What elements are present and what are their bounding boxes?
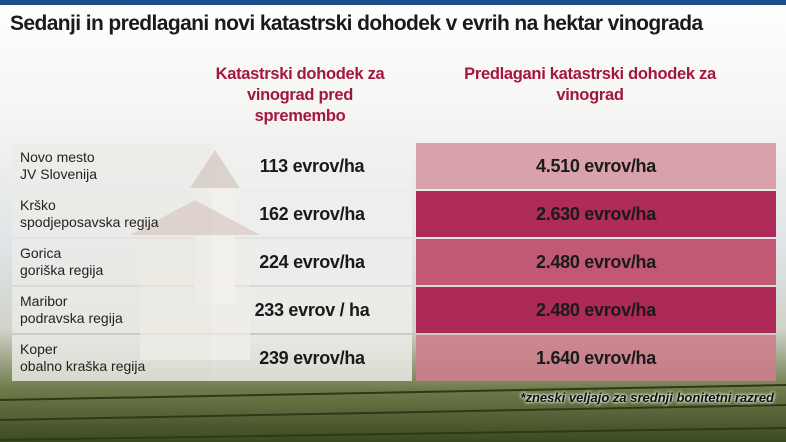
proposed-value: 2.480 evrov/ha	[416, 239, 776, 285]
proposed-value: 1.640 evrov/ha	[416, 335, 776, 381]
row-label: Maribor podravska regija	[12, 287, 212, 333]
top-bar	[0, 0, 786, 5]
current-value: 224 evrov/ha	[212, 239, 412, 285]
row-region: podravska regija	[20, 310, 123, 326]
row-name: Krško	[20, 197, 56, 213]
row-name: Maribor	[20, 293, 68, 309]
row-label: Krško spodjeposavska regija	[12, 191, 212, 237]
footnote: *zneski veljajo za srednji bonitetni raz…	[520, 390, 774, 405]
row-name: Koper	[20, 341, 58, 357]
row-region: spodjeposavska regija	[20, 214, 159, 230]
row-label: Novo mesto JV Slovenija	[12, 143, 212, 189]
column-header: Katastrski dohodek za vinograd pred spre…	[215, 65, 385, 125]
row-region: JV Slovenija	[20, 166, 98, 182]
proposed-value: 2.480 evrov/ha	[416, 287, 776, 333]
column-header: Predlagani katastrski dohodek za vinogra…	[464, 65, 716, 104]
current-value: 233 evrov / ha	[212, 287, 412, 333]
row-region: goriška regija	[20, 262, 104, 278]
current-value: 239 evrov/ha	[212, 335, 412, 381]
current-value: 113 evrov/ha	[212, 143, 412, 189]
row-label: Koper obalno kraška regija	[12, 335, 212, 381]
row-name: Novo mesto	[20, 149, 95, 165]
proposed-value: 2.630 evrov/ha	[416, 191, 776, 237]
title: Sedanji in predlagani novi katastrski do…	[10, 12, 703, 35]
row-name: Gorica	[20, 245, 62, 261]
proposed-value: 4.510 evrov/ha	[416, 143, 776, 189]
row-region: obalno kraška regija	[20, 358, 146, 374]
row-label: Gorica goriška regija	[12, 239, 212, 285]
vine-rows	[0, 384, 786, 441]
current-value: 162 evrov/ha	[212, 191, 412, 237]
